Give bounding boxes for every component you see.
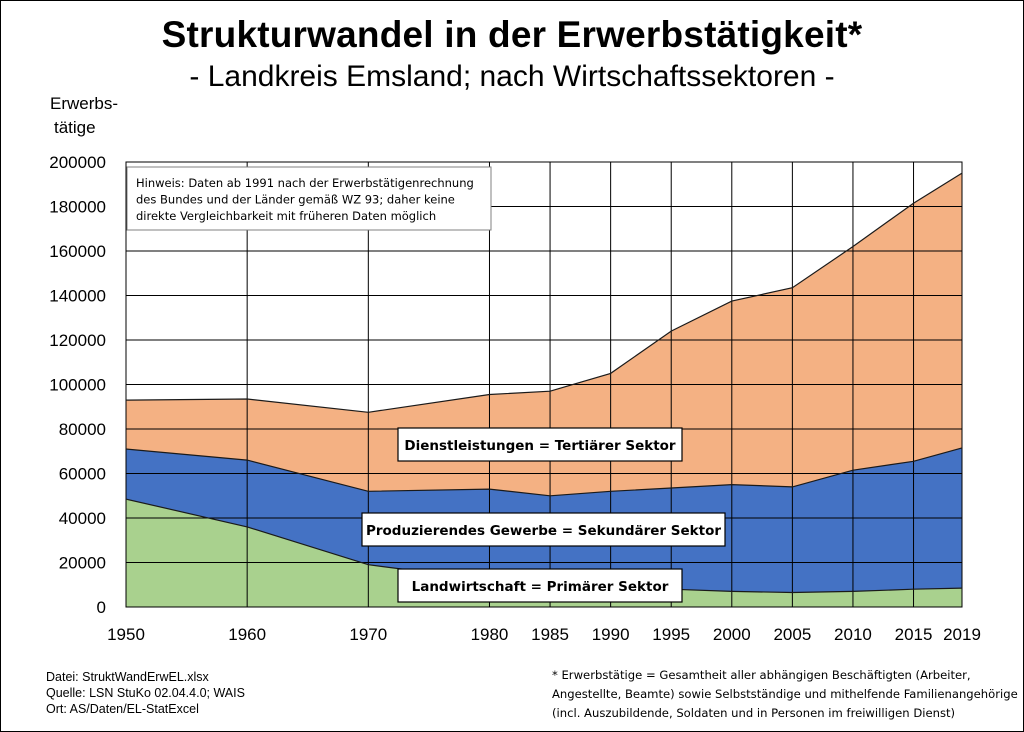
x-tick-label: 2005	[773, 625, 811, 644]
x-tick-label: 1960	[228, 625, 266, 644]
label-box-primary	[397, 568, 683, 603]
chart-subtitle: - Landkreis Emsland; nach Wirtschaftssek…	[189, 60, 835, 93]
area-primary	[126, 499, 962, 607]
x-tick-label: 2019	[943, 625, 981, 644]
x-tick-label: 1995	[652, 625, 690, 644]
footer-source: Quelle: LSN StuKo 02.04.4.0; WAIS	[46, 686, 245, 700]
area-tertiary	[126, 173, 962, 496]
y-tick-label: 0	[97, 598, 106, 617]
y-tick-label: 200000	[49, 153, 106, 172]
y-tick-label: 40000	[59, 509, 106, 528]
note-box-frame	[126, 166, 492, 231]
x-tick-label: 2000	[713, 625, 751, 644]
note-line-2: des Bundes und der Länder gemäß WZ 93; d…	[136, 193, 455, 207]
footer-left: Datei: StruktWandErwEL.xlsx Quelle: LSN …	[46, 669, 245, 717]
y-axis-label-line1: Erwerbs-	[50, 94, 119, 113]
plot-frame	[125, 161, 963, 608]
x-tick-label: 1980	[471, 625, 509, 644]
x-tick-label: 1970	[349, 625, 387, 644]
y-tick-label: 160000	[49, 242, 106, 261]
x-tick-label: 1950	[107, 625, 145, 644]
footnote-line-3: (incl. Auszubildende, Soldaten und in Pe…	[552, 706, 956, 720]
label-secondary: Produzierendes Gewerbe = Sekundärer Sekt…	[366, 523, 721, 539]
footer-file: Datei: StruktWandErwEL.xlsx	[46, 670, 209, 684]
label-primary: Landwirtschaft = Primärer Sektor	[412, 579, 669, 595]
chart-title: Strukturwandel in der Erwerbstätigkeit*	[161, 14, 863, 55]
x-tick-label: 1990	[592, 625, 630, 644]
note-box: Hinweis: Daten ab 1991 nach der Erwerbst…	[126, 166, 492, 231]
label-box-tertiary	[397, 427, 683, 462]
x-tick-label: 2015	[895, 625, 933, 644]
x-tick-label: 2010	[834, 625, 872, 644]
y-tick-label: 140000	[49, 287, 106, 306]
label-box-secondary	[361, 512, 726, 547]
footnote-line-2: Angestellte, Beamte) sowie Selbstständig…	[552, 687, 1018, 701]
footer-location: Ort: AS/Daten/EL-StatExcel	[46, 702, 199, 716]
y-tick-label: 120000	[49, 331, 106, 350]
series-labels: Dienstleistungen = Tertiärer Sektor Prod…	[361, 427, 726, 603]
x-tick-label: 1985	[531, 625, 569, 644]
tick-labels: 0 20000 40000 60000 80000 100000 120000 140000 1…	[49, 153, 981, 644]
y-tick-label: 180000	[49, 198, 106, 217]
note-line-1: Hinweis: Daten ab 1991 nach der Erwerbst…	[136, 176, 474, 190]
footer-footnote: * Erwerbstätige = Gesamtheit aller abhän…	[552, 666, 1018, 723]
footnote-line-1: * Erwerbstätige = Gesamtheit aller abhän…	[552, 668, 971, 682]
y-tick-label: 80000	[59, 420, 106, 439]
label-tertiary: Dienstleistungen = Tertiärer Sektor	[404, 438, 676, 454]
y-axis-label-line2: tätige	[54, 118, 96, 137]
note-line-3: direkte Vergleichbarkeit mit früheren Da…	[136, 209, 436, 223]
y-tick-label: 100000	[49, 376, 106, 395]
series-line	[125, 447, 963, 497]
y-tick-label: 20000	[59, 554, 106, 573]
series-line	[125, 172, 963, 413]
y-tick-label: 60000	[59, 465, 106, 484]
